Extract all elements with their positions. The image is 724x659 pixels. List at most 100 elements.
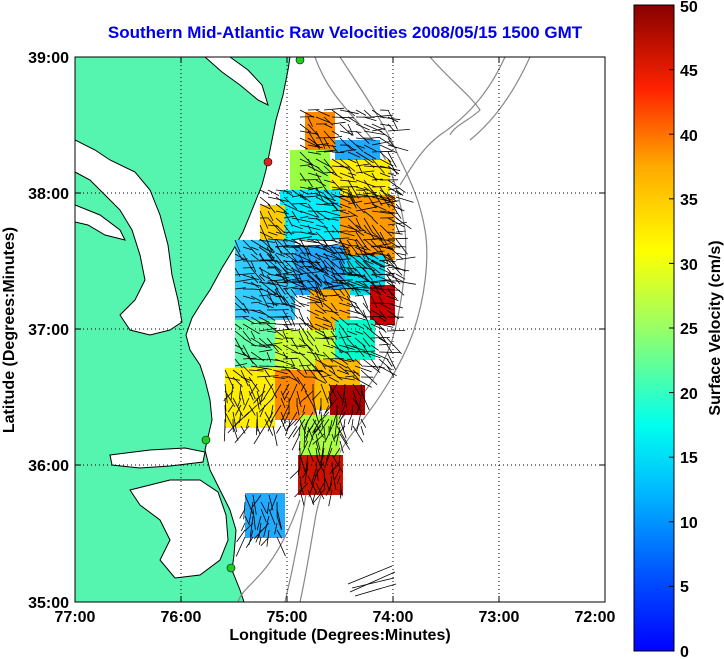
velocity-vector <box>387 144 409 152</box>
velocity-vector <box>314 419 325 433</box>
velocity-vector <box>346 260 353 273</box>
velocity-vector <box>323 196 343 209</box>
velocity-vector <box>354 295 364 297</box>
velocity-vector <box>298 253 305 264</box>
velocity-vector <box>323 165 332 174</box>
velocity-vector <box>276 536 286 557</box>
velocity-vector <box>331 279 353 282</box>
velocity-vector <box>355 170 375 174</box>
velocity-vector <box>280 418 287 432</box>
velocity-vector <box>378 288 401 291</box>
velocity-vector <box>387 193 396 199</box>
velocity-vector <box>386 295 399 302</box>
velocity-vector <box>323 123 333 129</box>
velocity-vector <box>314 461 325 478</box>
velocity-vector <box>315 158 332 168</box>
velocity-vector <box>386 323 396 326</box>
y-tick-label: 39:00 <box>28 50 69 67</box>
velocity-vector <box>275 287 288 306</box>
velocity-vector <box>339 215 356 219</box>
velocity-vector <box>354 267 365 279</box>
velocity-vector <box>347 273 361 276</box>
velocity-vector <box>300 383 306 392</box>
velocity-vector <box>330 260 340 269</box>
velocity-vector <box>331 188 345 191</box>
velocity-vector <box>322 302 333 311</box>
velocity-vector <box>338 335 352 339</box>
velocity-vector <box>290 260 305 270</box>
velocity-vector <box>331 121 346 125</box>
velocity-vector <box>282 295 294 311</box>
velocity-vector <box>234 273 255 276</box>
velocity-vector <box>269 404 282 424</box>
velocity-vector <box>323 107 345 111</box>
velocity-vector <box>346 365 360 380</box>
velocity-vector <box>272 369 288 375</box>
velocity-vector <box>260 508 267 523</box>
velocity-vector <box>363 245 371 252</box>
velocity-vector <box>371 224 383 241</box>
velocity-vector <box>298 337 314 351</box>
velocity-vector <box>280 390 286 401</box>
velocity-vector <box>272 390 278 399</box>
velocity-vector <box>323 475 330 491</box>
station-marker <box>226 563 236 573</box>
velocity-vector <box>303 419 309 433</box>
velocity-vector <box>290 236 312 241</box>
velocity-vector <box>346 295 358 313</box>
velocity-vector <box>315 130 326 149</box>
velocity-vector <box>283 210 293 227</box>
velocity-vector <box>312 376 326 384</box>
velocity-vector <box>285 425 290 436</box>
velocity-vector <box>379 231 388 246</box>
velocity-vector <box>314 344 320 353</box>
velocity-vector <box>378 295 383 304</box>
velocity-vector <box>311 468 317 485</box>
velocity-vector <box>307 447 314 462</box>
velocity-vector <box>283 196 298 210</box>
velocity-vector <box>315 440 321 457</box>
velocity-vector <box>235 536 246 557</box>
velocity-vector <box>274 344 283 351</box>
map-title: Southern Mid-Atlantic Raw Velocities 200… <box>108 23 583 42</box>
velocity-vector <box>330 274 349 287</box>
velocity-vector <box>299 440 309 459</box>
velocity-vector <box>290 351 306 355</box>
velocity-vector <box>322 351 334 363</box>
velocity-vector <box>282 302 301 311</box>
velocity-vector <box>362 295 369 308</box>
velocity-vector <box>331 468 337 491</box>
velocity-vector <box>299 203 311 209</box>
velocity-vector <box>258 323 276 325</box>
velocity-vector <box>329 461 341 474</box>
velocity-vector <box>234 363 248 367</box>
velocity-vector <box>299 137 319 147</box>
velocity-vector <box>250 316 262 324</box>
velocity-vector <box>256 397 260 410</box>
velocity-vector <box>354 323 365 330</box>
velocity-vector <box>299 271 321 275</box>
velocity-vector <box>356 411 362 432</box>
velocity-vector <box>370 295 378 309</box>
velocity-vector <box>242 316 255 325</box>
velocity-vector <box>298 286 318 290</box>
velocity-vector <box>298 364 312 367</box>
velocity-vector <box>248 369 264 372</box>
x-tick-label: 77:00 <box>55 609 96 626</box>
velocity-vector <box>256 368 268 371</box>
velocity-vector <box>355 286 368 289</box>
velocity-vector <box>370 239 379 249</box>
velocity-vector <box>355 144 366 149</box>
velocity-vector <box>291 189 307 201</box>
velocity-vector <box>354 337 366 348</box>
velocity-vector <box>283 278 301 282</box>
velocity-vector <box>347 224 365 237</box>
velocity-vector <box>290 288 298 298</box>
velocity-vector <box>234 337 245 356</box>
velocity-vector <box>360 390 370 411</box>
velocity-vector <box>362 351 381 359</box>
velocity-vector <box>224 376 240 381</box>
velocity-vector <box>315 287 324 295</box>
velocity-vector <box>315 186 325 202</box>
velocity-vector <box>314 323 329 330</box>
